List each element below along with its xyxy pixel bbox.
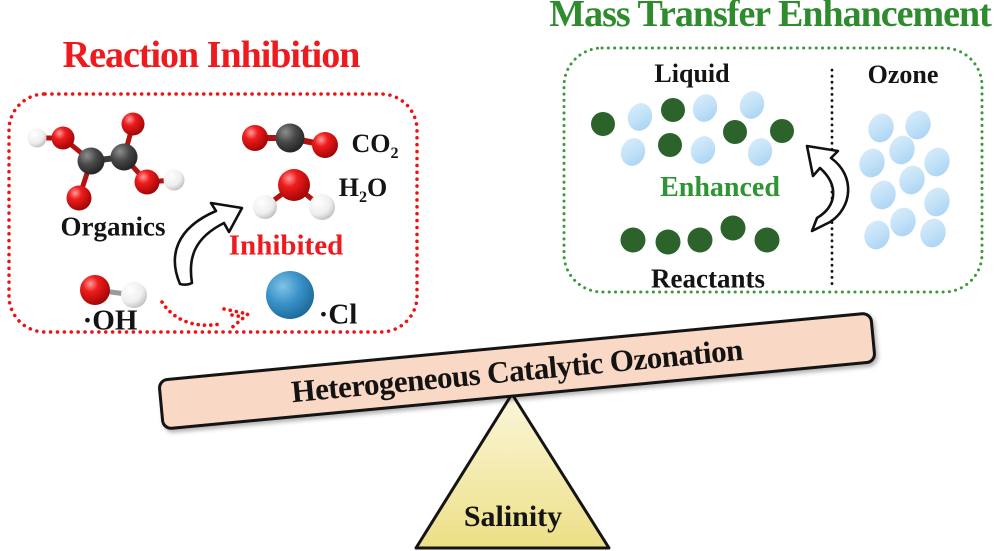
- left-panel-title: Reaction Inhibition: [62, 34, 361, 76]
- fulcrum-label: Salinity: [463, 500, 563, 533]
- reactants-label: Reactants: [651, 263, 765, 294]
- co2-label: CO2: [351, 129, 399, 163]
- inhibited-dotted-arrow-icon: [160, 300, 252, 332]
- reactants-particles: [620, 215, 780, 255]
- inhibited-label: Inhibited: [228, 229, 344, 262]
- liquid-label: Liquid: [654, 59, 730, 88]
- h2o-label: H2O: [338, 173, 388, 207]
- reaction-arrow-icon: [173, 201, 244, 286]
- hydroxyl-radical-molecule: [80, 275, 147, 308]
- right-panel-border: [562, 46, 984, 294]
- liquid-particles: [591, 91, 794, 166]
- ozone-particles: [859, 110, 950, 250]
- hydroxyl-label: ·OH: [82, 304, 138, 337]
- ozone-label: Ozone: [867, 60, 939, 89]
- right-panel-title: Mass Transfer Enhancement: [549, 0, 992, 35]
- oxalic-acid-molecule: [27, 112, 185, 211]
- co2-molecule: [242, 123, 338, 158]
- mass-transfer-arrow-icon: [805, 144, 850, 233]
- left-panel-border: [7, 92, 419, 334]
- enhanced-label: Enhanced: [660, 172, 780, 203]
- organics-label: Organics: [60, 211, 166, 242]
- chloride-sphere: [266, 271, 314, 319]
- water-molecule: [253, 169, 335, 220]
- fulcrum-triangle: [414, 392, 611, 550]
- chloride-label: ·Cl: [318, 298, 358, 331]
